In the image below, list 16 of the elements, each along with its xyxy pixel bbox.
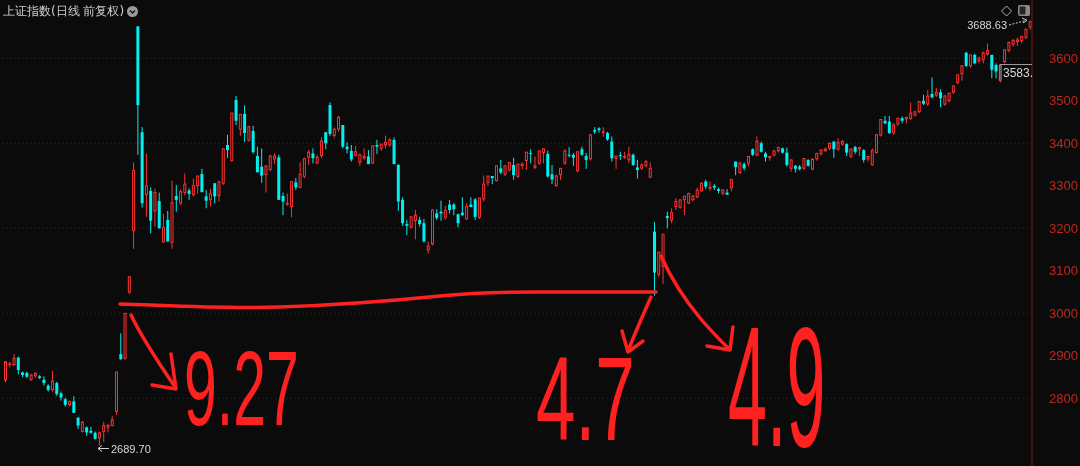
annotation: 4.9 — [728, 291, 826, 466]
annotation: 4.7 — [536, 333, 635, 466]
annotation: 2689.70 — [111, 442, 151, 455]
y-tick-label: 2900 — [1049, 348, 1078, 364]
y-tick-label: 3300 — [1049, 178, 1078, 194]
y-tick-label: 3200 — [1049, 220, 1078, 236]
y-tick-label: 3400 — [1049, 135, 1078, 151]
y-tick-label: 3500 — [1049, 93, 1078, 109]
y-tick-label: 3000 — [1049, 305, 1078, 321]
y-tick-label: 3600 — [1049, 50, 1078, 66]
chart-title: 上证指数(日线 前复权) — [3, 2, 125, 20]
y-tick-label: 2800 — [1049, 391, 1078, 407]
annotation: 3688.63 — [967, 19, 1007, 31]
annotation: 3583. — [1003, 66, 1034, 80]
y-tick-label: 3100 — [1049, 263, 1078, 279]
annotation: 9.27 — [184, 330, 299, 448]
